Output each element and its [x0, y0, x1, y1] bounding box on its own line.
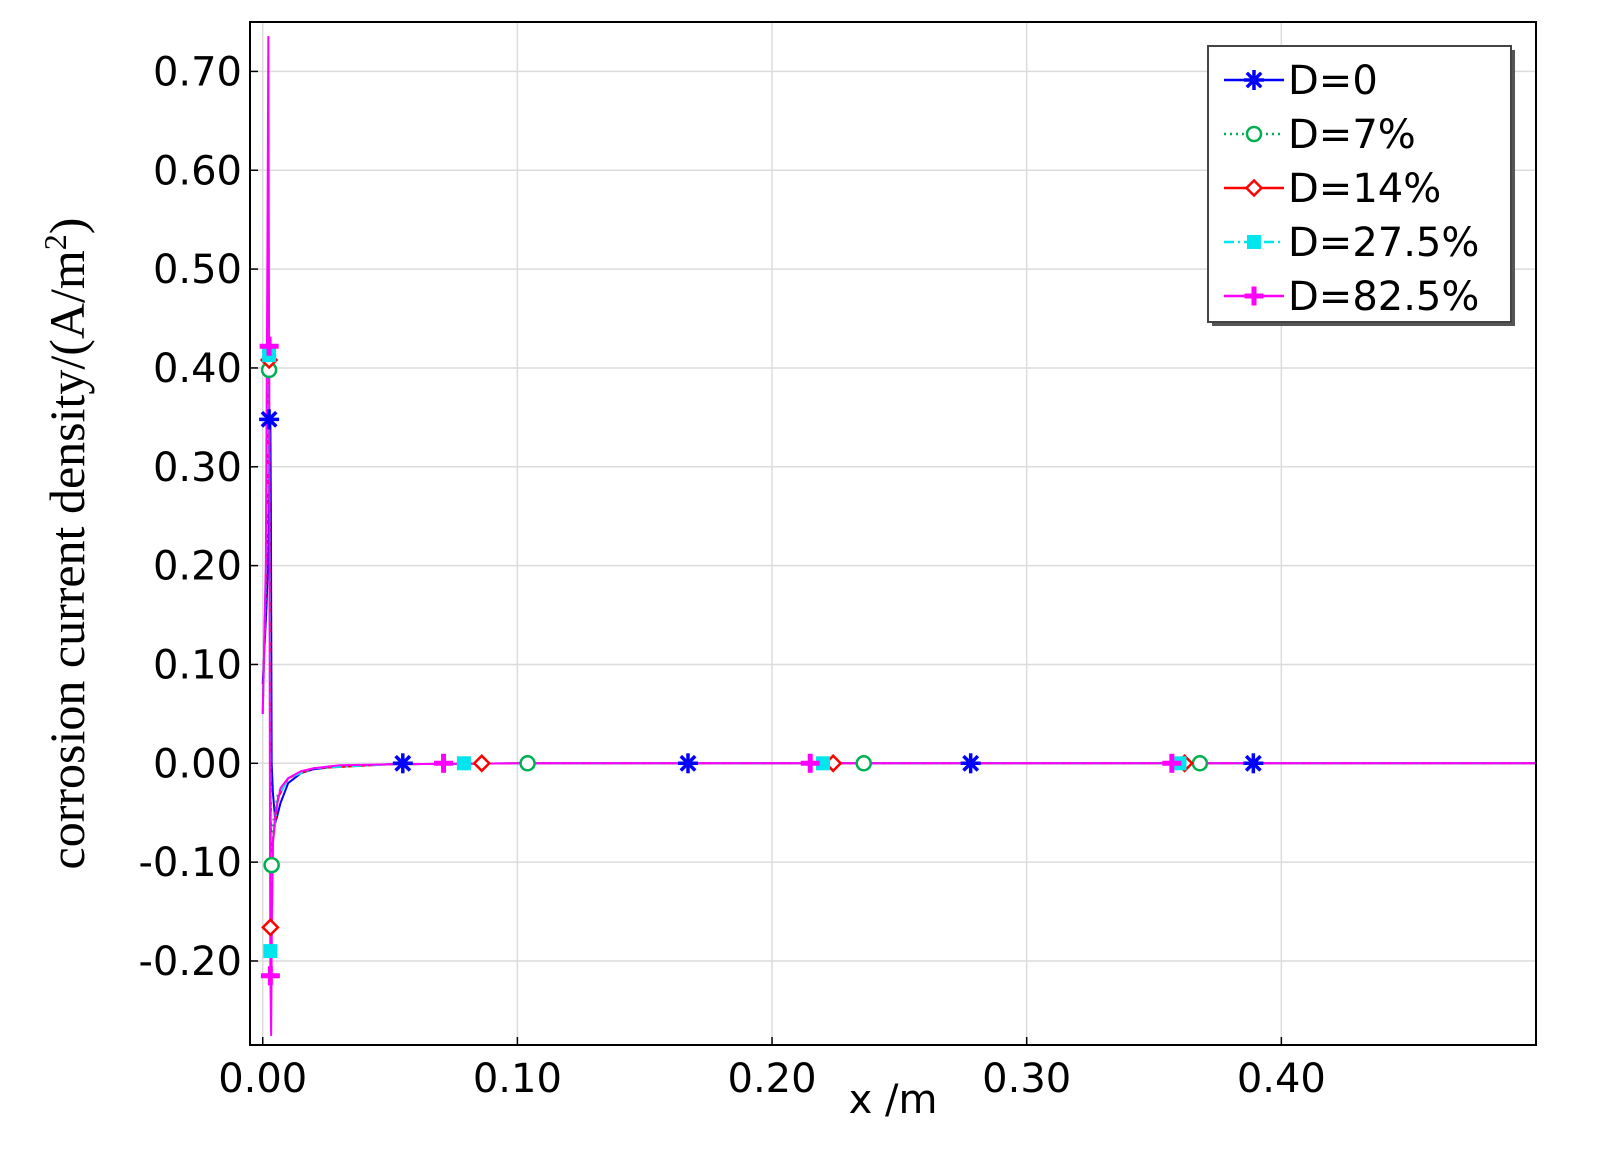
x-tick-label: 0.20 — [728, 1056, 817, 1102]
y-axis: -0.20 -0.10 0.00 0.10 0.20 0.30 0.40 0.50 0.60 0.… — [139, 49, 258, 985]
x-tick-label: 0.00 — [218, 1056, 307, 1102]
data-point — [472, 754, 492, 773]
data-point — [1244, 70, 1264, 90]
y-tick-label: 0.10 — [153, 642, 242, 688]
plot-frame — [249, 21, 1537, 1046]
data-point — [263, 856, 280, 874]
data-point — [1245, 125, 1263, 143]
y-tick-label: 0.70 — [153, 49, 242, 95]
data-point — [261, 918, 280, 937]
legend-label: D=0 — [1288, 58, 1378, 104]
y-tick-label: 0.60 — [153, 148, 242, 194]
data-point — [392, 753, 413, 774]
series-markers — [259, 336, 1264, 986]
data-point — [800, 753, 820, 773]
y-tick-label: 0.20 — [153, 544, 242, 590]
legend-label: D=27.5% — [1288, 220, 1479, 266]
series-line — [261, 35, 1536, 1037]
data-point — [1162, 753, 1182, 773]
data-point — [260, 966, 280, 986]
y-tick-label: 0.00 — [153, 741, 242, 787]
x-axis-label: x /m — [849, 1077, 938, 1123]
x-tick-label: 0.10 — [473, 1056, 562, 1102]
data-point — [259, 336, 279, 356]
x-axis: 0.00 0.10 0.20 0.30 0.40 — [218, 1037, 1326, 1102]
data-point — [456, 756, 471, 771]
y-axis-label: corrosion current density/(A/m2) — [37, 218, 95, 870]
data-point — [259, 409, 280, 430]
data-point — [1244, 178, 1264, 198]
data-point — [263, 944, 278, 959]
data-point — [1243, 753, 1264, 774]
data-point — [1247, 235, 1261, 249]
y-tick-label: 0.30 — [153, 445, 242, 491]
series-line — [261, 366, 1536, 864]
data-point — [855, 755, 872, 772]
legend-label: D=82.5% — [1288, 274, 1479, 320]
y-tick-label: 0.40 — [153, 346, 242, 392]
x-tick-label: 0.40 — [1237, 1056, 1326, 1102]
y-tick-label: -0.10 — [139, 840, 243, 886]
legend: D=0 D=7% D=14% D=27.5% D=82.5% — [1207, 45, 1515, 326]
legend-label: D=7% — [1288, 112, 1416, 158]
data-point — [1244, 286, 1264, 306]
y-tick-label: -0.20 — [139, 939, 243, 985]
data-point — [1191, 755, 1209, 772]
y-axis-label-end: ) — [39, 218, 95, 235]
series-line — [261, 357, 1536, 929]
y-axis-label-superscript: 2 — [37, 234, 73, 250]
data-point — [434, 753, 454, 773]
y-axis-label-main: corrosion current density/(A/m — [39, 250, 95, 869]
data-point — [519, 755, 536, 772]
series-line — [261, 416, 1536, 824]
data-point — [960, 753, 981, 774]
y-tick-label: 0.50 — [153, 247, 242, 293]
x-tick-label: 0.30 — [982, 1056, 1071, 1102]
data-point — [678, 753, 699, 774]
legend-label: D=14% — [1288, 166, 1441, 212]
